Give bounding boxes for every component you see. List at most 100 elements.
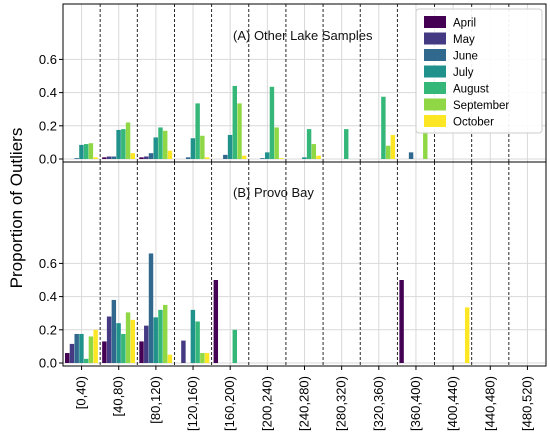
bar [158,127,163,159]
bar [279,158,284,159]
x-tick-label: [0,40) [74,376,89,409]
bar [227,134,233,159]
bar [223,154,228,159]
legend-swatch [424,82,446,94]
bar [65,353,70,363]
bar [121,333,126,363]
y-tick-label: 0.6 [39,52,57,67]
legend-swatch [424,16,446,28]
bar [83,144,89,159]
bar [269,86,275,159]
bar [93,157,98,159]
bar [306,129,312,159]
bar [274,127,279,159]
legend-swatch [424,115,446,127]
legend-entry: May [453,34,475,46]
bar [181,340,186,363]
bar [79,144,84,159]
x-tick-label: [160,200) [222,376,237,431]
x-tick-label: [480,520) [519,376,534,431]
bar [167,354,173,363]
bar [195,321,200,363]
bar [232,85,237,159]
bar [153,317,158,363]
bar [144,325,149,363]
x-tick-label: [240,280) [297,376,312,431]
bar [302,157,307,159]
bar [130,153,136,159]
bar [399,280,404,363]
bar [158,309,163,363]
bar [200,135,205,159]
y-tick-label: 0.0 [39,356,57,371]
bar [148,253,154,363]
legend-entry: April [453,18,476,30]
x-tick-label: [400,440) [445,376,460,431]
bar [167,150,173,159]
bar [344,129,349,159]
bar [237,103,242,159]
bar [88,336,94,363]
bar [83,358,89,363]
bar [162,130,168,159]
x-tick-label: [40,80) [111,376,126,416]
bar [381,96,386,159]
bar [195,103,200,159]
bar [260,158,265,159]
bar [111,156,117,159]
bar [102,341,107,363]
bar [106,156,112,159]
x-tick-label: [200,240) [259,376,274,431]
legend-entry: October [453,117,494,129]
bar [242,155,247,159]
x-tick-label: [360,400) [408,376,423,431]
bar [190,309,196,363]
bar [232,329,237,363]
bar [148,153,154,159]
bar [116,129,121,159]
bar [139,157,144,159]
legend-swatch [424,65,446,78]
bar [464,307,470,363]
bar [316,155,321,159]
bar [204,157,210,159]
bar [74,158,79,159]
bar [144,156,149,159]
x-tick-label: [320,360) [371,376,386,431]
bar [93,329,98,363]
x-tick-label: [440,480) [482,376,497,431]
bar [69,343,75,363]
bar [153,137,158,159]
legend-entry: August [453,84,490,96]
bar [385,145,391,159]
bar [106,316,112,363]
legend-box [415,8,543,134]
y-tick-label: 0.6 [39,256,57,271]
legend-swatch [424,49,446,61]
y-axis-label: Proportion of Outliers [7,128,26,289]
bar [79,333,84,363]
bar [125,312,131,363]
legend-entry: July [453,67,474,79]
legend-swatch [424,32,446,45]
panel-title: (B) Provo Bay [233,185,314,200]
bar [116,323,121,363]
bar [311,144,317,159]
bar [408,152,414,159]
bar [88,143,94,159]
bar [204,353,210,363]
bar [423,130,428,159]
panel-title: (A) Other Lake Samples [233,28,373,43]
bar [139,341,144,363]
legend-swatch [424,98,446,111]
bar [200,353,205,363]
bar [185,157,191,159]
x-tick-labels: [0,40) [40,80) [80,120) [120,160) [160,200) [… [74,366,534,431]
legend-entry: September [453,100,509,112]
y-tick-label: 0.4 [39,85,57,100]
bar [390,134,396,159]
bar [111,299,117,363]
bar [102,157,107,159]
bar [213,280,219,363]
bar [121,129,126,159]
